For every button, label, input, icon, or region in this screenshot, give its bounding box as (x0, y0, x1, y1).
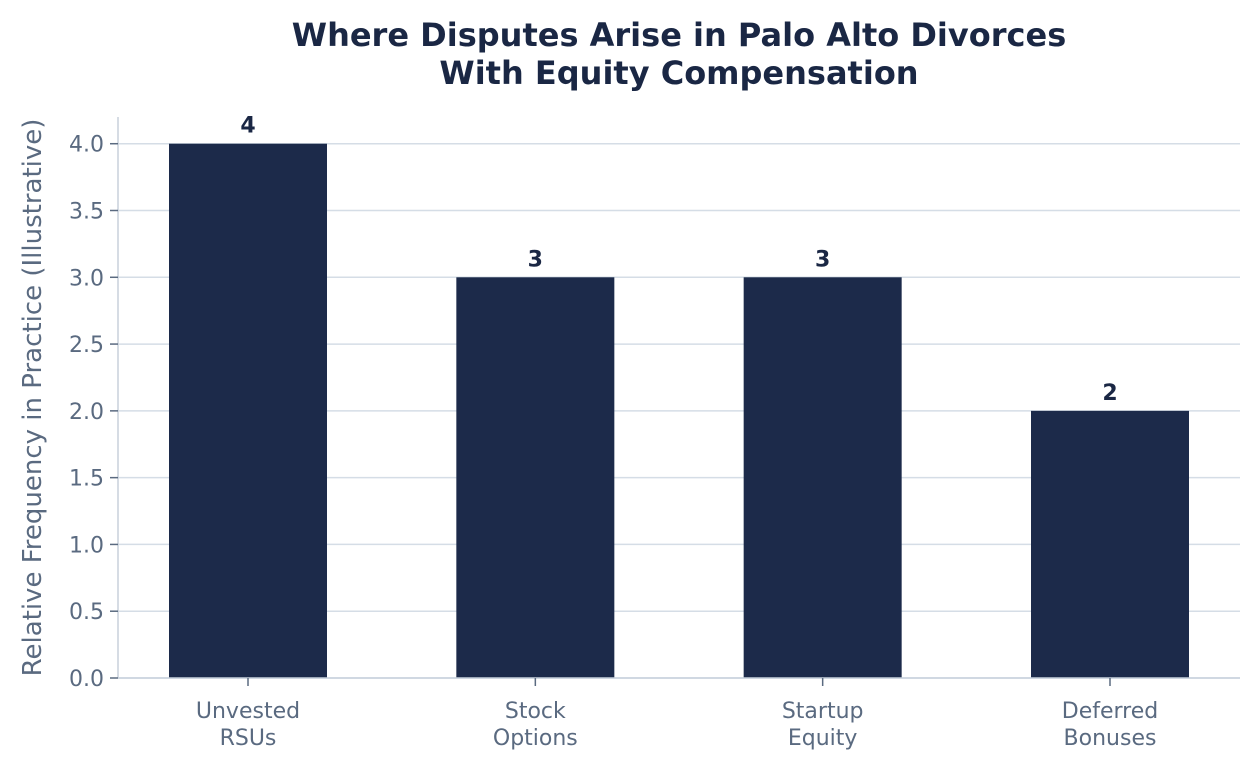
y-tick-label: 2.0 (69, 400, 104, 425)
y-tick-label: 2.5 (69, 333, 104, 358)
y-axis-label: Relative Frequency in Practice (Illustra… (18, 119, 48, 677)
x-tick-label: Unvested (196, 699, 300, 724)
x-tick-label: Options (493, 726, 578, 751)
x-tick-label: Bonuses (1064, 726, 1157, 751)
chart-title-line: Where Disputes Arise in Palo Alto Divorc… (292, 16, 1066, 54)
y-tick-label: 0.0 (69, 667, 104, 692)
x-tick-label: Deferred (1062, 699, 1158, 724)
y-tick-label: 3.0 (69, 266, 104, 291)
bar (743, 277, 902, 678)
y-tick-label: 4.0 (69, 133, 104, 158)
chart-title-line: With Equity Compensation (439, 54, 918, 92)
data-labels: 4 3 3 2 (240, 114, 1117, 406)
bars (169, 143, 1189, 678)
data-label: 3 (815, 247, 830, 272)
y-tick-label: 1.0 (69, 533, 104, 558)
y-axis-ticks: 0.0 0.5 1.0 1.5 2.0 2.5 3.0 3.5 4.0 (69, 133, 118, 692)
data-label: 3 (528, 247, 543, 272)
x-tick-label: Startup (782, 699, 864, 724)
data-label: 4 (240, 114, 255, 139)
y-tick-label: 3.5 (69, 200, 104, 225)
y-tick-label: 0.5 (69, 600, 104, 625)
x-tick-label: Stock (505, 699, 566, 724)
y-axis-label-text: Relative Frequency in Practice (Illustra… (18, 119, 48, 677)
bar (456, 277, 615, 678)
x-tick-label: RSUs (220, 726, 277, 751)
chart-title: Where Disputes Arise in Palo Alto Divorc… (292, 16, 1066, 92)
y-tick-label: 1.5 (69, 467, 104, 492)
bar (169, 143, 327, 678)
bar (1031, 410, 1189, 678)
data-label: 2 (1102, 381, 1117, 406)
x-tick-label: Equity (788, 726, 858, 751)
